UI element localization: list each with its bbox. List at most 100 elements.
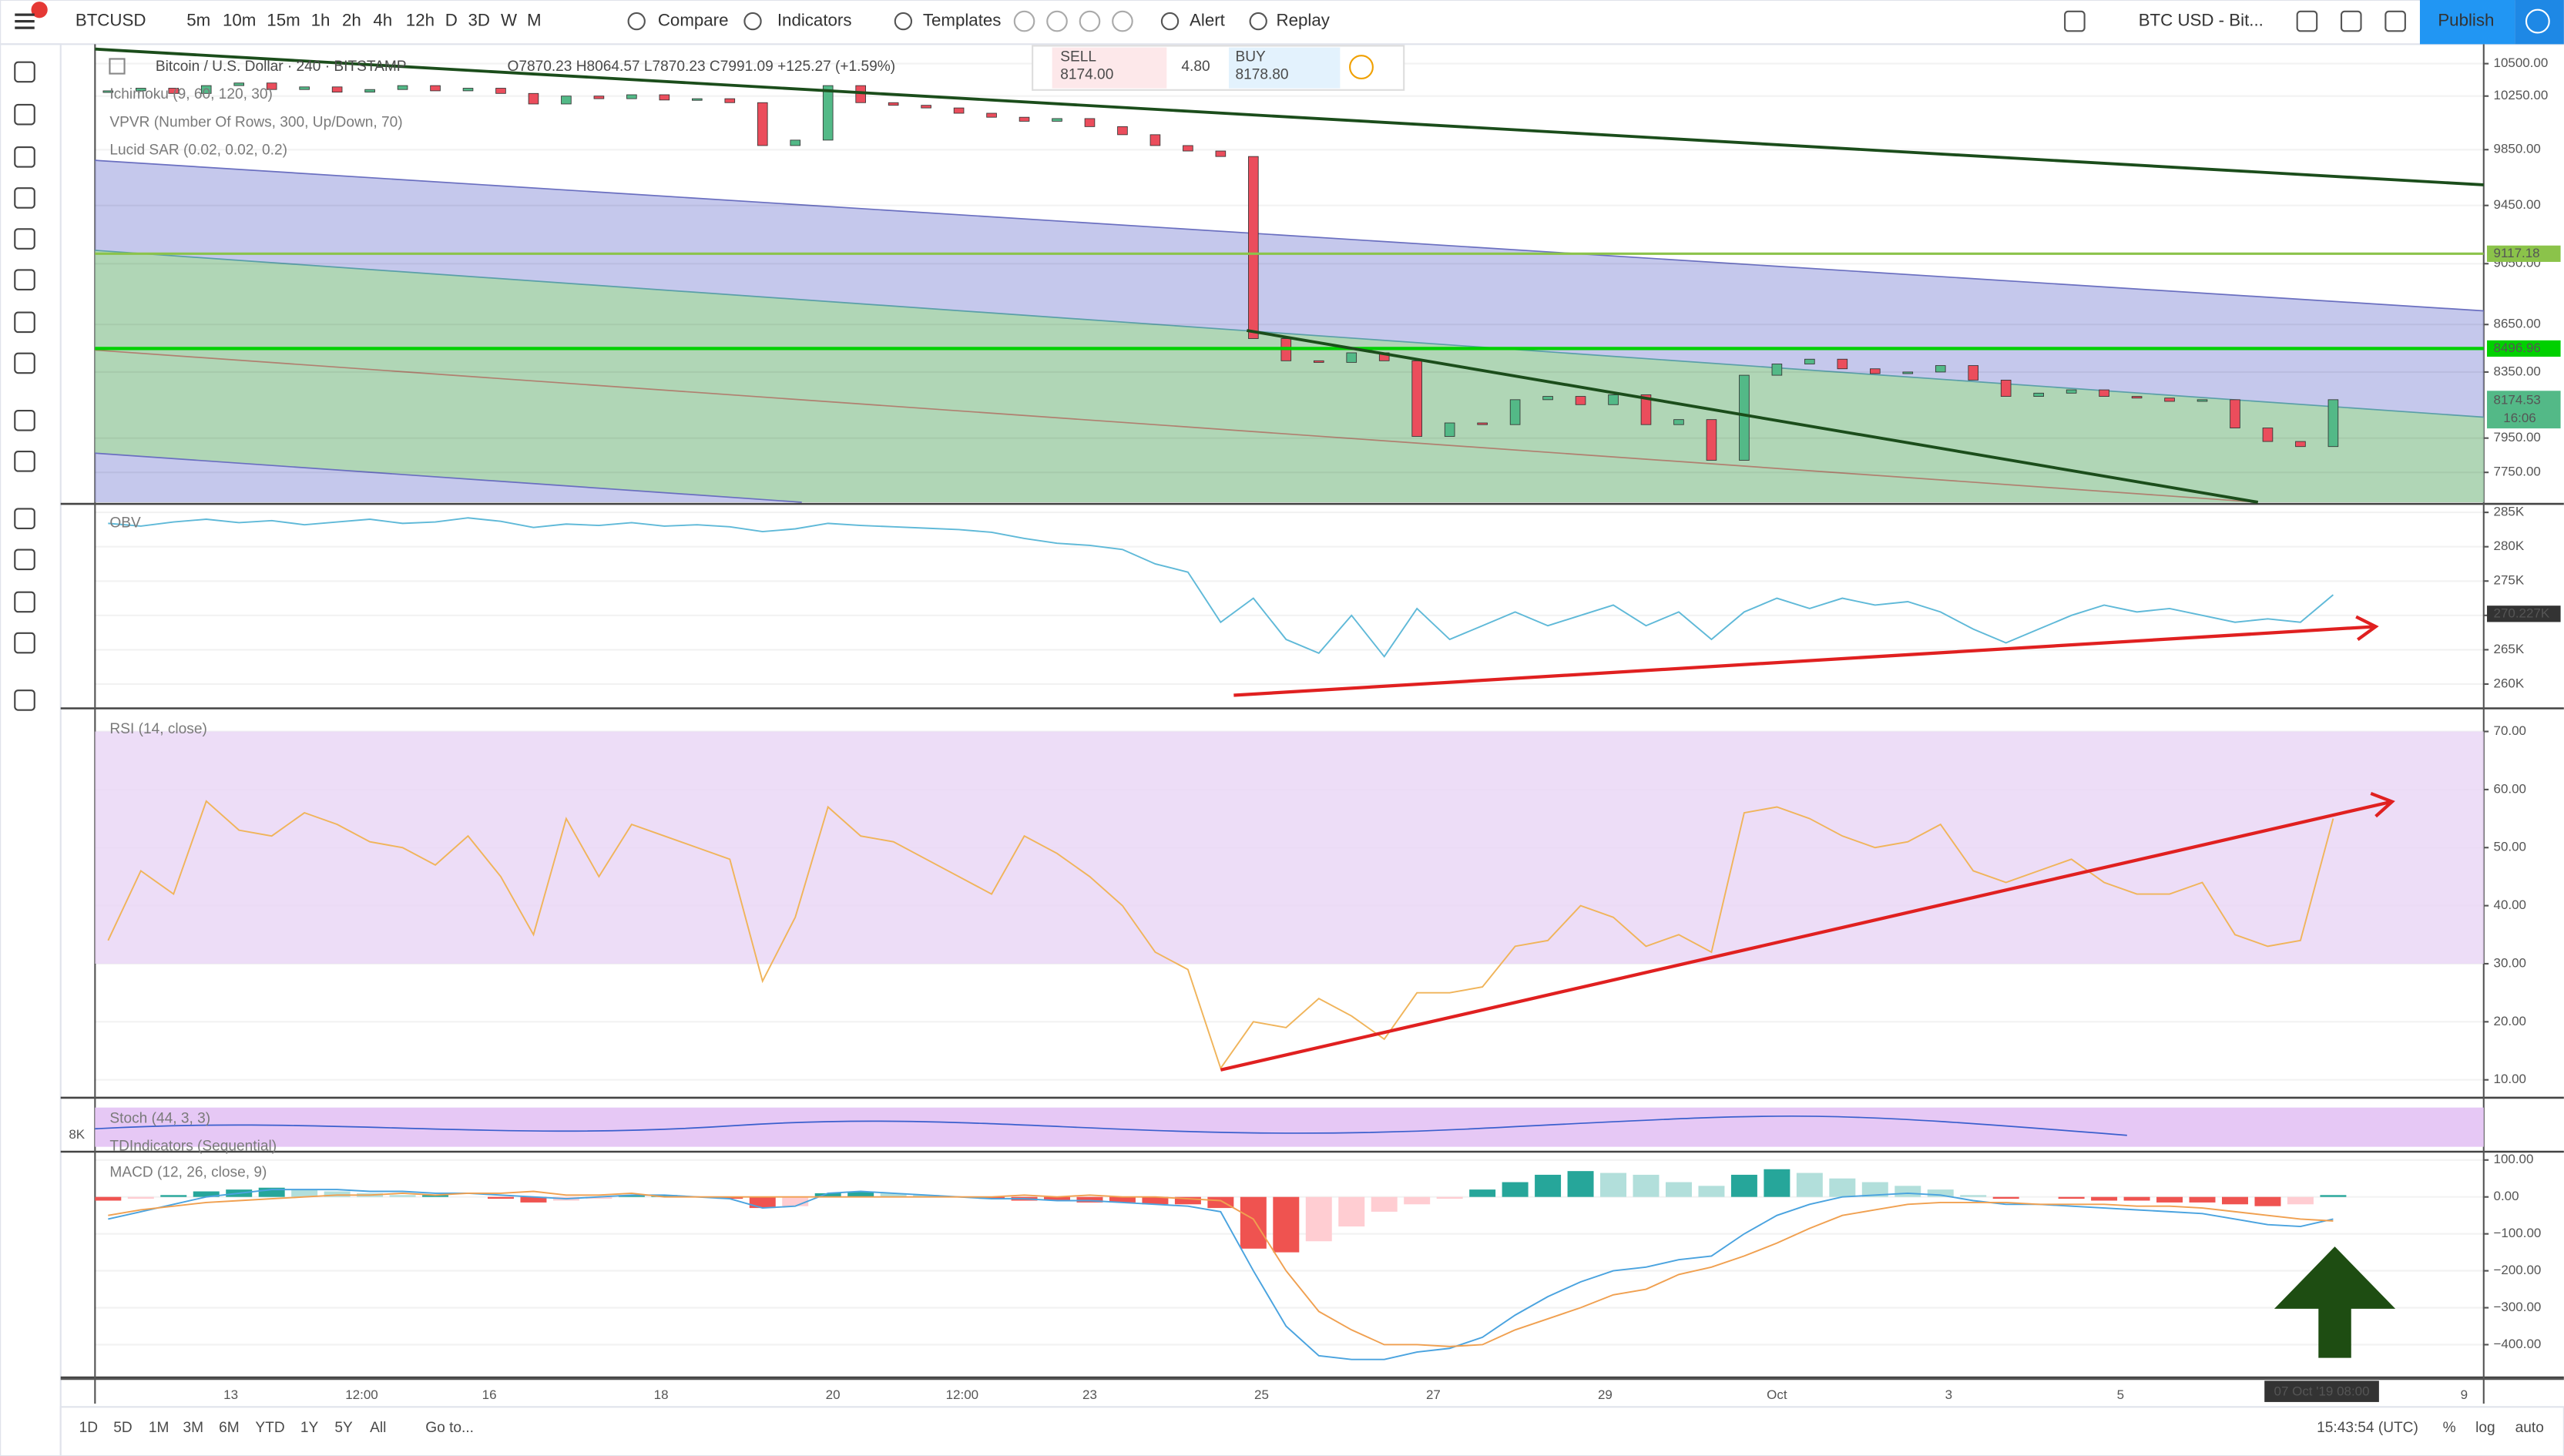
candle-body: [1411, 360, 1422, 437]
range-button[interactable]: All: [370, 1420, 386, 1436]
pane-title[interactable]: MACD (12, 26, close, 9): [109, 1165, 267, 1181]
indicators-icon: [743, 12, 762, 31]
range-button[interactable]: 6M: [219, 1420, 240, 1436]
candle-body: [266, 82, 277, 90]
pane-title[interactable]: RSI (14, close): [109, 721, 206, 737]
tool-icon[interactable]: [14, 187, 35, 209]
compare-button[interactable]: Compare: [658, 10, 729, 29]
tool-icon[interactable]: [14, 632, 35, 654]
histogram-bar: [1436, 1196, 1463, 1199]
interval-button[interactable]: 5m: [186, 10, 210, 29]
auto-toggle[interactable]: auto: [2515, 1420, 2544, 1436]
tool-icon[interactable]: [14, 61, 35, 83]
log-toggle[interactable]: log: [2475, 1420, 2495, 1436]
range-button[interactable]: 1M: [149, 1420, 169, 1436]
tool-icon[interactable]: [14, 311, 35, 334]
histogram-bar: [618, 1195, 645, 1197]
range-button[interactable]: 3M: [183, 1420, 203, 1436]
fullscreen-button[interactable]: [2515, 0, 2564, 45]
interval-button[interactable]: 2h: [342, 10, 361, 29]
chart-title: Bitcoin / U.S. Dollar · 240 · BITSTAMP: [156, 59, 407, 75]
layout-button[interactable]: [2107, 6, 2291, 38]
buy-price[interactable]: 8178.80: [1235, 67, 1288, 83]
indicator-label[interactable]: VPVR (Number Of Rows, 300, Up/Down, 70): [109, 114, 402, 130]
template-dot[interactable]: [1112, 10, 1133, 32]
pitchfork-line: [95, 250, 2484, 418]
pane-title[interactable]: Stoch (44, 3, 3): [109, 1111, 210, 1127]
publish-button[interactable]: [2419, 0, 2515, 45]
range-button[interactable]: 5Y: [334, 1420, 353, 1436]
publish-label[interactable]: Publish: [2438, 10, 2494, 29]
goto-button[interactable]: Go to...: [425, 1420, 474, 1436]
toolbar-icon[interactable]: [2296, 10, 2318, 32]
candle-body: [790, 139, 801, 146]
interval-button[interactable]: 3D: [468, 10, 490, 29]
sell-price[interactable]: 8174.00: [1060, 67, 1113, 83]
interval-button[interactable]: W: [501, 10, 517, 29]
red-arrow: [1233, 625, 2376, 697]
candle-body: [1608, 394, 1619, 405]
tool-icon[interactable]: [14, 549, 35, 571]
collapse-button[interactable]: [109, 58, 126, 75]
buy-button[interactable]: [1228, 47, 1341, 89]
toolbar-icon[interactable]: [2384, 10, 2406, 32]
candle-body: [2295, 441, 2306, 448]
tool-icon[interactable]: [14, 228, 35, 250]
sell-label[interactable]: SELL: [1060, 49, 1096, 65]
interval-button[interactable]: M: [527, 10, 542, 29]
toolbar-icon[interactable]: [2340, 10, 2362, 32]
interval-button[interactable]: 15m: [267, 10, 300, 29]
histogram-bar: [1305, 1196, 1332, 1242]
histogram-bar: [487, 1196, 514, 1199]
range-button[interactable]: 1D: [79, 1420, 98, 1436]
template-dot[interactable]: [1079, 10, 1101, 32]
histogram-bar: [1567, 1171, 1594, 1197]
pane-title[interactable]: OBV: [109, 515, 141, 532]
indicator-label[interactable]: Lucid SAR (0.02, 0.02, 0.2): [109, 142, 287, 158]
indicators-button[interactable]: Indicators: [777, 10, 852, 29]
histogram-bar: [1142, 1196, 1169, 1205]
pane-title[interactable]: TDIndicators (Sequential): [109, 1139, 277, 1155]
last-price-bg: [2487, 391, 2561, 429]
range-button[interactable]: 1Y: [300, 1420, 319, 1436]
template-dot[interactable]: [1013, 10, 1035, 32]
tool-icon[interactable]: [14, 451, 35, 472]
replay-button[interactable]: Replay: [1277, 10, 1331, 29]
toolbar-icon[interactable]: [2064, 10, 2086, 32]
info-icon[interactable]: [1349, 55, 1374, 79]
template-dot[interactable]: [1046, 10, 1068, 32]
histogram-bar: [2254, 1196, 2281, 1206]
tool-icon[interactable]: [14, 269, 35, 290]
range-button[interactable]: 5D: [113, 1420, 132, 1436]
layout-name[interactable]: BTC USD - Bit...: [2139, 10, 2264, 29]
tool-icon[interactable]: [14, 689, 35, 711]
tool-icon[interactable]: [14, 591, 35, 613]
y-tick-label: 10250.00: [2494, 88, 2549, 102]
interval-button[interactable]: 4h: [373, 10, 392, 29]
y-tick-label: 0.00: [2494, 1189, 2519, 1203]
x-tick-label: 18: [654, 1387, 669, 1402]
tool-icon[interactable]: [14, 352, 35, 374]
trend-line: [1247, 329, 2259, 504]
tool-icon[interactable]: [14, 103, 35, 126]
candle-body: [2327, 399, 2339, 448]
symbol[interactable]: BTCUSD: [76, 10, 146, 29]
templates-button[interactable]: Templates: [923, 10, 1002, 29]
sell-button[interactable]: [1052, 47, 1167, 89]
cursor-time: 07 Oct '19 08:00: [2274, 1384, 2370, 1399]
percent-toggle[interactable]: %: [2443, 1420, 2456, 1436]
buy-label[interactable]: BUY: [1235, 49, 1266, 65]
candle-body: [593, 96, 605, 99]
interval-button[interactable]: 10m: [223, 10, 256, 29]
tool-icon[interactable]: [14, 146, 35, 168]
interval-button[interactable]: D: [445, 10, 458, 29]
range-button[interactable]: YTD: [255, 1420, 284, 1436]
histogram-bar: [389, 1195, 416, 1197]
indicator-label[interactable]: Ichimoku (9, 60, 120, 30): [109, 86, 272, 102]
alert-button[interactable]: Alert: [1190, 10, 1226, 29]
interval-button[interactable]: 12h: [406, 10, 435, 29]
tool-icon[interactable]: [14, 409, 35, 431]
histogram-bar: [814, 1193, 841, 1197]
interval-button[interactable]: 1h: [311, 10, 331, 29]
tool-icon[interactable]: [14, 508, 35, 529]
